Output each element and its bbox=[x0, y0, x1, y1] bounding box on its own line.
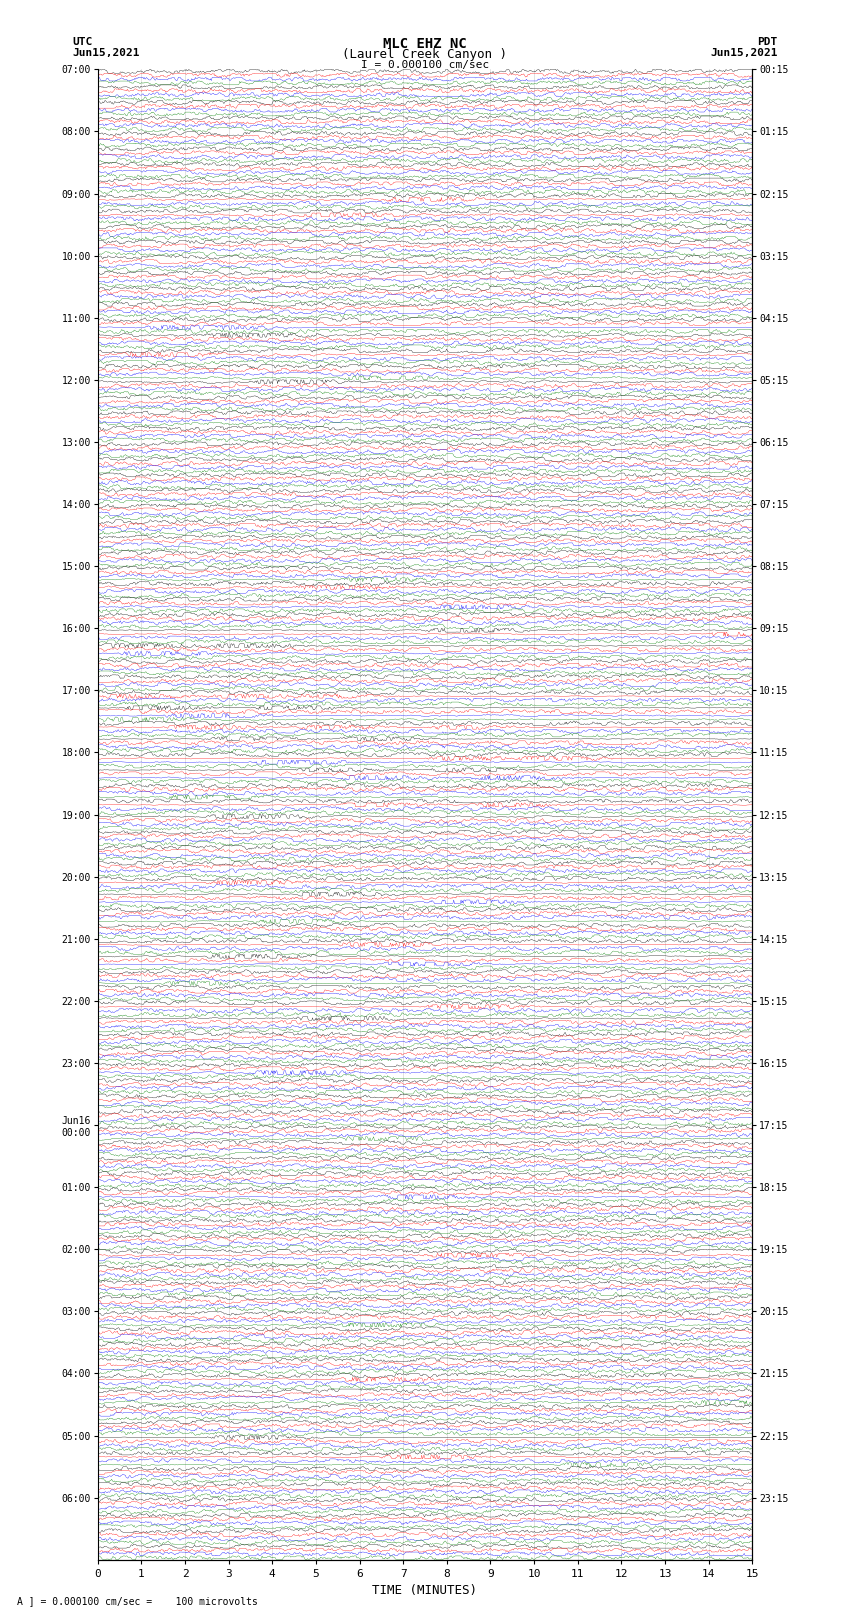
Text: PDT: PDT bbox=[757, 37, 778, 47]
Text: A ] = 0.000100 cm/sec =    100 microvolts: A ] = 0.000100 cm/sec = 100 microvolts bbox=[17, 1597, 258, 1607]
Text: Jun15,2021: Jun15,2021 bbox=[72, 48, 139, 58]
Text: UTC: UTC bbox=[72, 37, 93, 47]
Text: Jun15,2021: Jun15,2021 bbox=[711, 48, 778, 58]
Text: (Laurel Creek Canyon ): (Laurel Creek Canyon ) bbox=[343, 48, 507, 61]
Text: I = 0.000100 cm/sec: I = 0.000100 cm/sec bbox=[361, 60, 489, 69]
Text: MLC EHZ NC: MLC EHZ NC bbox=[383, 37, 467, 52]
X-axis label: TIME (MINUTES): TIME (MINUTES) bbox=[372, 1584, 478, 1597]
